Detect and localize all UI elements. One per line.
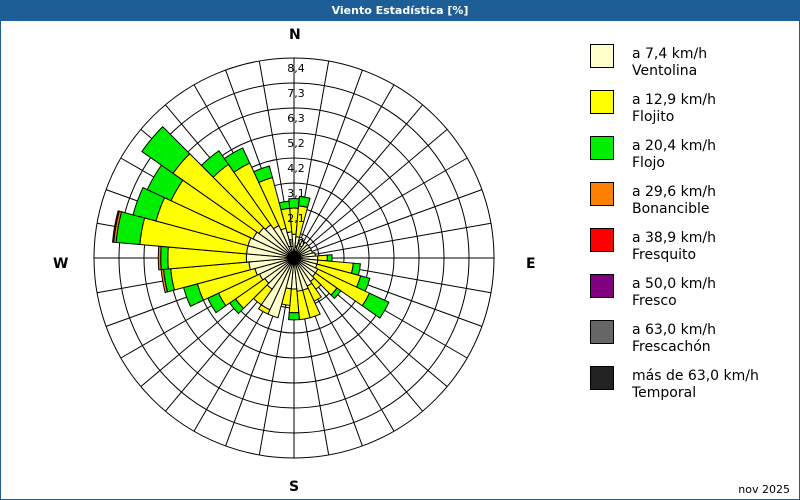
rose-segment (132, 186, 166, 222)
legend-label: Flojo (632, 155, 665, 171)
rose-bars (112, 125, 390, 321)
legend-swatch (590, 320, 614, 344)
rose-segment (361, 292, 390, 319)
legend-label: Temporal (632, 385, 697, 401)
rose-segment (141, 125, 191, 175)
radial-tick-label: 8,4 (287, 62, 305, 75)
legend-range: más de 63,0 km/h (632, 368, 759, 384)
legend-label: Fresquito (632, 247, 697, 263)
legend-range: a 7,4 km/h (632, 46, 708, 62)
rose-segment (330, 287, 342, 300)
rose-segment (112, 210, 120, 243)
compass-north: N (289, 27, 301, 43)
radial-tick-label: 6,3 (287, 112, 305, 125)
rose-segment (288, 312, 300, 321)
legend-label: Fresco (632, 293, 677, 309)
rose-segment (160, 245, 169, 271)
legend-swatch (590, 136, 614, 160)
compass-west: W (53, 256, 69, 272)
radial-tick-label: 7,3 (287, 87, 305, 100)
legend-range: a 12,9 km/h (632, 92, 716, 108)
rose-segment (157, 245, 162, 271)
legend-swatch (590, 366, 614, 390)
rose-segment (278, 200, 291, 211)
wind-rose-chart: 1,0 2,1 3,1 4,2 5,2 6,3 7,3 8,4 (93, 57, 495, 459)
legend-range: a 38,9 km/h (632, 230, 716, 246)
legend-swatch (590, 182, 614, 206)
radial-tick-label: 5,2 (287, 137, 305, 150)
compass-south: S (289, 479, 300, 495)
radial-tick-label: 1,0 (287, 237, 305, 250)
rose-segment (298, 195, 311, 209)
rose-segment (326, 254, 333, 262)
rose-center (287, 251, 301, 265)
compass-east: E (526, 256, 536, 272)
rose-segment (257, 304, 271, 315)
legend-swatch (590, 44, 614, 68)
legend-swatch (590, 274, 614, 298)
rose-segment (253, 165, 274, 184)
date-label: nov 2025 (738, 483, 790, 496)
legend-range: a 29,6 km/h (632, 184, 716, 200)
legend-range: a 50,0 km/h (632, 276, 716, 292)
radial-tick-label: 4,2 (287, 162, 305, 175)
rose-segment (200, 150, 230, 178)
rose-segment (223, 147, 251, 173)
legend-label: Bonancible (632, 201, 710, 217)
legend-range: a 63,0 km/h (632, 322, 716, 338)
radial-tick-label: 3,1 (287, 187, 305, 200)
chart-title: Viento Estadística [%] (0, 0, 800, 21)
legend-label: Ventolina (632, 63, 698, 79)
radial-tick-label: 2,1 (287, 212, 305, 225)
legend-range: a 20,4 km/h (632, 138, 716, 154)
legend-swatch (590, 228, 614, 252)
legend-swatch (590, 90, 614, 114)
legend-label: Frescachón (632, 339, 711, 355)
legend-label: Flojito (632, 109, 675, 125)
